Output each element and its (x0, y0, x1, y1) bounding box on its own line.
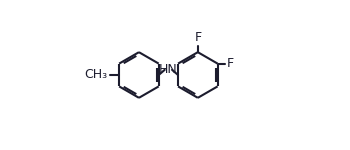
Text: CH₃: CH₃ (84, 69, 107, 81)
Text: HN: HN (159, 63, 178, 76)
Text: F: F (194, 31, 201, 44)
Text: F: F (226, 57, 233, 70)
